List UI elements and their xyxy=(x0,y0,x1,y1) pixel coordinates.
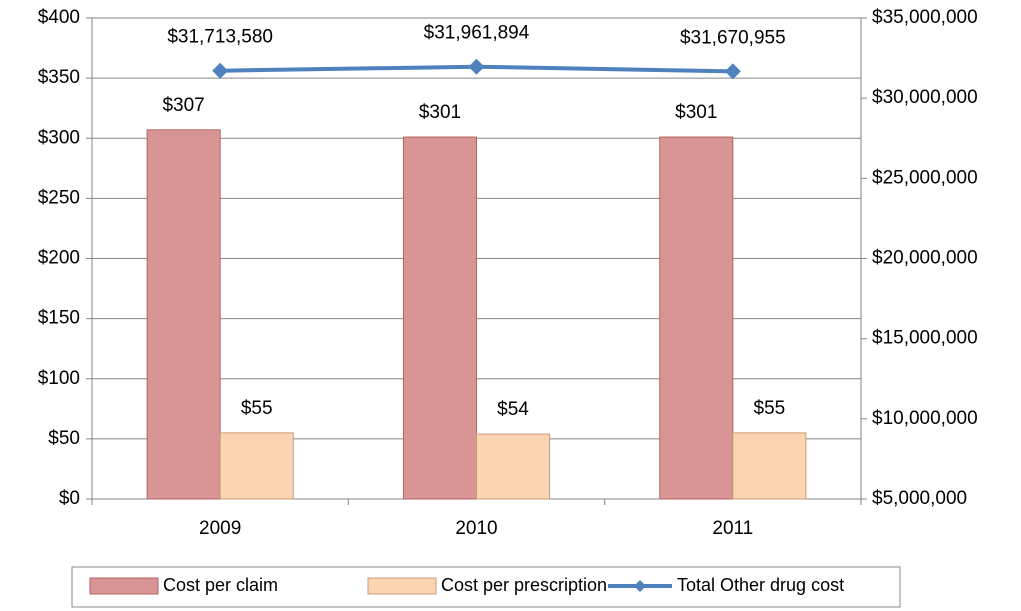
bar xyxy=(402,136,478,500)
line-marker xyxy=(724,63,741,80)
y2-tick-label: $15,000,000 xyxy=(872,328,978,349)
legend-marker xyxy=(634,580,646,592)
y2-tick-label: $20,000,000 xyxy=(872,248,978,269)
legend-label: Cost per prescription xyxy=(441,575,607,595)
bar-label: $301 xyxy=(419,102,461,123)
legend-box xyxy=(71,566,901,608)
bar xyxy=(659,136,734,500)
y-tick-label: $150 xyxy=(38,308,80,329)
y-tick-label: $50 xyxy=(48,428,80,449)
x-tick-label: 2010 xyxy=(455,518,497,539)
y2-tick-label: $10,000,000 xyxy=(872,408,978,429)
legend-label: Total Other drug cost xyxy=(677,575,844,595)
legend-swatch xyxy=(89,577,159,595)
line-label: $31,670,955 xyxy=(680,27,786,48)
bar-label: $55 xyxy=(241,398,273,419)
y-tick-label: $300 xyxy=(38,127,80,148)
y-tick-label: $100 xyxy=(38,368,80,389)
x-tick-label: 2009 xyxy=(199,518,241,539)
bar xyxy=(146,129,221,500)
bar-label: $307 xyxy=(162,95,204,116)
y-tick-label: $200 xyxy=(38,248,80,269)
bar xyxy=(476,433,551,500)
legend-swatch xyxy=(367,577,437,595)
x-tick-label: 2011 xyxy=(712,518,753,539)
line-marker xyxy=(212,62,229,79)
line-label: $31,961,894 xyxy=(424,23,530,44)
y2-tick-label: $35,000,000 xyxy=(872,7,978,28)
y-tick-label: $0 xyxy=(59,488,80,509)
line-label: $31,713,580 xyxy=(167,27,273,48)
y-tick-label: $250 xyxy=(38,187,80,208)
legend-label: Cost per claim xyxy=(163,575,278,595)
y2-tick-label: $30,000,000 xyxy=(872,87,978,108)
bar-label: $301 xyxy=(675,102,717,123)
bar xyxy=(732,432,807,500)
y-tick-label: $400 xyxy=(38,7,80,28)
y2-tick-label: $5,000,000 xyxy=(872,488,967,509)
y2-tick-label: $25,000,000 xyxy=(872,167,978,188)
bar-label: $54 xyxy=(497,399,529,420)
y-tick-label: $350 xyxy=(38,67,80,88)
bar-label: $55 xyxy=(754,398,786,419)
line-marker xyxy=(468,58,485,75)
bar xyxy=(219,432,294,500)
